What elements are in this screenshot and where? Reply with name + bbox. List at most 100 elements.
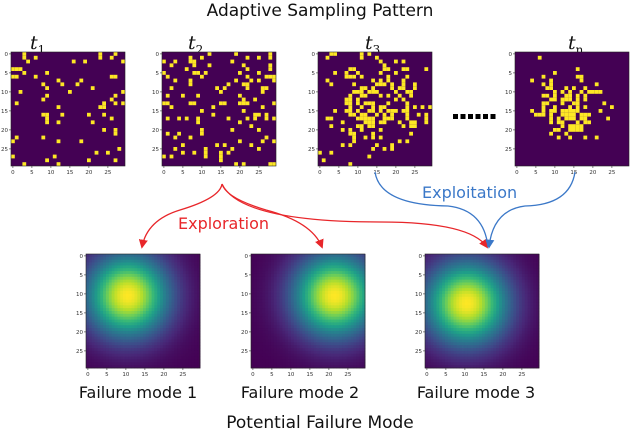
heat-cell	[493, 268, 497, 272]
heat-cell	[100, 325, 104, 329]
heat-cell	[194, 348, 198, 352]
heat-cell	[513, 259, 517, 263]
heat-cell	[108, 302, 113, 306]
heat-cell	[433, 293, 437, 298]
heat-cell	[268, 305, 272, 309]
heat-cell	[191, 325, 195, 329]
heat-cell	[262, 350, 266, 355]
heat-cell	[137, 362, 141, 366]
heat-cell	[501, 308, 506, 312]
heat-cell	[519, 302, 523, 306]
heat-cell	[499, 311, 503, 315]
heat-cell	[131, 273, 135, 278]
heat-cell	[521, 305, 526, 309]
heat-cell	[302, 342, 306, 346]
heat-cell	[447, 328, 452, 332]
sample-cell	[238, 120, 242, 125]
sample-cell	[568, 128, 572, 132]
heat-cell	[464, 322, 469, 326]
heat-cell	[265, 259, 269, 263]
heat-cell	[345, 311, 349, 315]
heat-cell	[197, 356, 201, 360]
heat-cell	[319, 305, 323, 309]
heat-cell	[425, 271, 429, 275]
heat-cell	[322, 345, 326, 349]
heat-cell	[322, 259, 326, 263]
sample-cell	[192, 71, 197, 75]
heat-cell	[265, 359, 269, 363]
heat-cell	[256, 313, 260, 318]
heat-cell	[100, 330, 104, 335]
heat-cell	[350, 282, 354, 286]
failure-1-ytick-label: 20	[76, 330, 83, 336]
heat-cell	[322, 288, 326, 292]
heat-cell	[94, 256, 98, 261]
heat-cell	[120, 256, 124, 261]
heat-cell	[339, 265, 343, 269]
heat-cell	[171, 311, 175, 315]
heat-cell	[154, 285, 158, 289]
heat-cell	[171, 259, 175, 263]
heat-cell	[100, 322, 104, 326]
heat-cell	[88, 285, 93, 289]
heat-cell	[177, 302, 181, 306]
heat-cell	[325, 254, 329, 258]
heat-cell	[519, 282, 523, 286]
sample-cell	[56, 78, 61, 83]
heat-cell	[128, 291, 132, 295]
heat-cell	[174, 305, 178, 309]
heat-cell	[519, 325, 523, 329]
heat-cell	[496, 325, 500, 329]
heat-cell	[530, 254, 534, 258]
sample-cell	[203, 154, 208, 159]
heat-cell	[151, 333, 155, 338]
heat-cell	[279, 325, 283, 329]
heat-cell	[504, 273, 509, 278]
heat-cell	[171, 305, 175, 309]
heat-cell	[162, 302, 167, 306]
heat-cell	[88, 288, 93, 292]
heat-cell	[120, 339, 124, 343]
heat-cell	[185, 325, 189, 329]
heat-cell	[439, 282, 443, 286]
heat-cell	[496, 291, 500, 295]
heat-cell	[94, 291, 98, 295]
heat-cell	[177, 322, 181, 326]
heat-cell	[123, 302, 127, 306]
heat-cell	[174, 316, 178, 320]
heat-cell	[251, 288, 255, 292]
sample-cell	[71, 59, 76, 64]
heat-cell	[279, 359, 283, 363]
heat-cell	[91, 282, 95, 286]
heat-cell	[302, 339, 306, 343]
heat-cell	[330, 259, 335, 263]
heat-cell	[493, 254, 497, 258]
heat-cell	[336, 296, 340, 300]
heat-cell	[496, 330, 500, 335]
heat-cell	[259, 268, 263, 272]
heat-cell	[510, 262, 514, 266]
heat-cell	[253, 311, 258, 315]
heat-cell	[100, 311, 104, 315]
sample-cell	[579, 74, 584, 79]
heat-cell	[259, 259, 263, 263]
sample-cell	[394, 90, 398, 94]
heat-cell	[123, 276, 127, 281]
heat-cell	[362, 293, 366, 298]
heat-cell	[459, 254, 463, 258]
heat-cell	[140, 319, 144, 323]
sample-cell	[45, 86, 49, 90]
heat-cell	[288, 350, 292, 355]
heat-cell	[299, 348, 303, 352]
heat-cell	[464, 308, 469, 312]
heat-cell	[103, 316, 107, 320]
heat-cell	[470, 308, 474, 312]
heat-cell	[499, 319, 503, 323]
heat-cell	[507, 305, 511, 309]
heat-cell	[279, 296, 283, 300]
heat-cell	[194, 291, 198, 295]
heat-cell	[114, 279, 118, 283]
heat-cell	[319, 265, 323, 269]
heat-cell	[268, 299, 272, 303]
heat-cell	[302, 302, 306, 306]
